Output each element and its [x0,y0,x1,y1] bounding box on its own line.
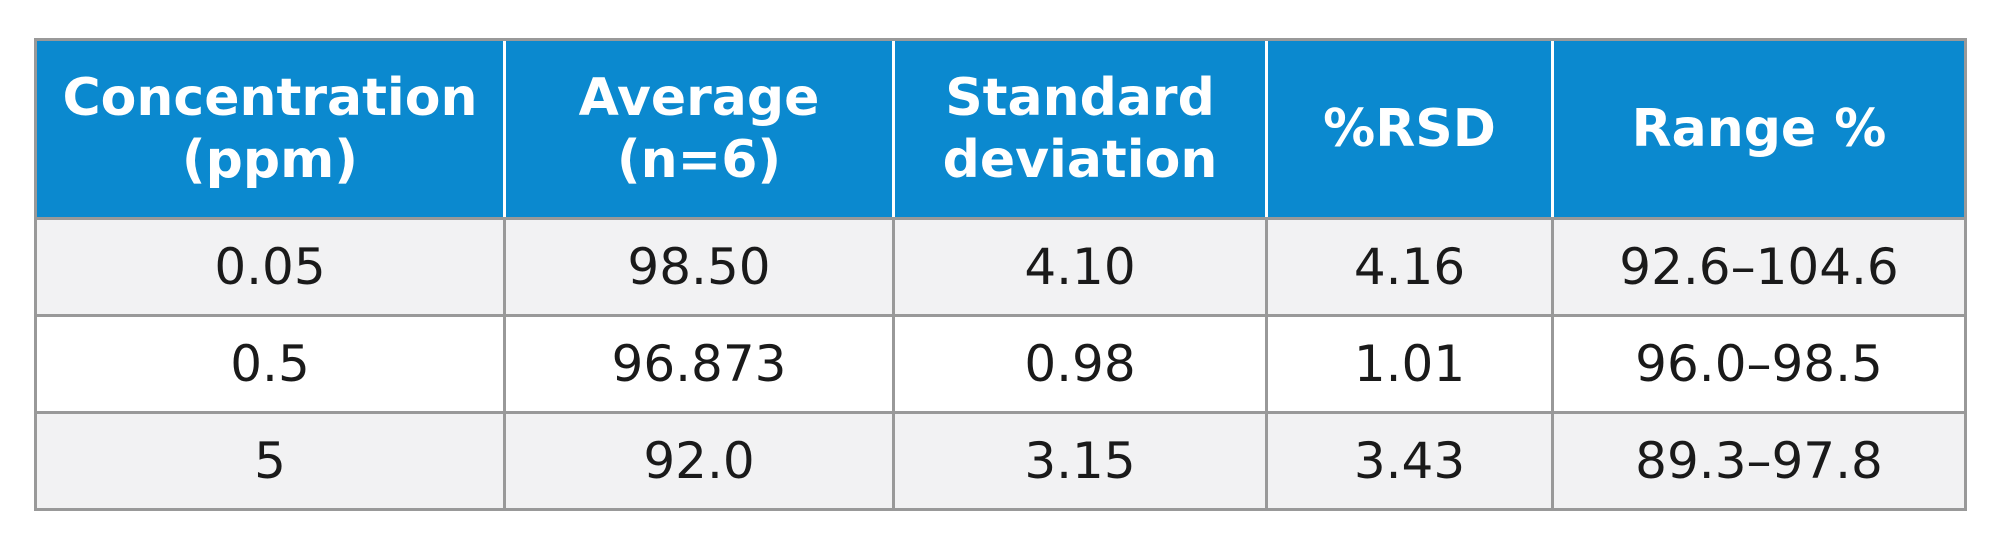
header-text: (ppm) [181,130,359,190]
header-cell: %RSD [1265,38,1553,220]
table-cell: 89.3–97.8 [1551,411,1967,511]
table-cell: 98.50 [503,217,895,317]
header-cell: Concentration (ppm) [34,38,505,220]
data-table: Concentration (ppm) Average (n=6) Standard de… [34,38,1967,511]
table-cell: 96.0–98.5 [1551,314,1967,414]
header-text: deviation [942,130,1218,190]
table-body: 0.05 98.50 4.10 4.16 92.6–104.6 0.5 96.873 0.98… [34,217,1967,511]
header-text: Average [578,68,820,128]
table-cell: 92.6–104.6 [1551,217,1967,317]
header-text: Concentration [62,68,478,128]
header-text: (n=6) [616,130,782,190]
table-cell: 3.15 [892,411,1268,511]
header-text: %RSD [1323,99,1496,159]
table-cell: 5 [34,411,506,511]
header-row: Concentration (ppm) Average (n=6) Standard de… [34,38,1967,220]
table-cell: 0.5 [34,314,506,414]
header-cell: Standard deviation [892,38,1267,220]
table-row: 0.5 96.873 0.98 1.01 96.0–98.5 [34,314,1967,414]
header-cell: Average (n=6) [503,38,894,220]
table-cell: 96.873 [503,314,895,414]
table-cell: 4.10 [892,217,1268,317]
table-row: 0.05 98.50 4.10 4.16 92.6–104.6 [34,217,1967,317]
table-cell: 0.98 [892,314,1268,414]
table-cell: 92.0 [503,411,895,511]
table-cell: 0.05 [34,217,506,317]
table-cell: 1.01 [1265,314,1554,414]
header-text: Standard [945,68,1215,128]
table-row: 5 92.0 3.15 3.43 89.3–97.8 [34,411,1967,511]
table-cell: 3.43 [1265,411,1554,511]
table-cell: 4.16 [1265,217,1554,317]
header-text: Range % [1631,99,1887,159]
header-cell: Range % [1551,38,1967,220]
